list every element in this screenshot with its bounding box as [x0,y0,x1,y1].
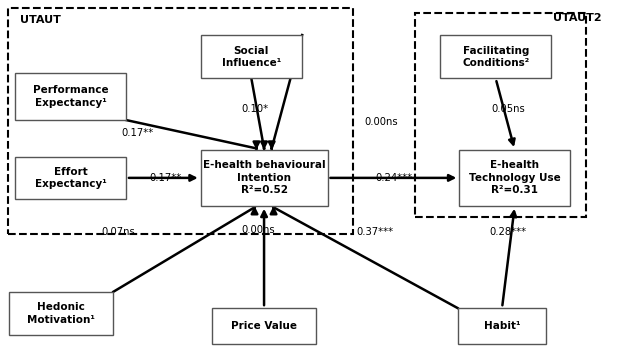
Text: E-health
Technology Use
R²=0.31: E-health Technology Use R²=0.31 [469,160,560,195]
FancyBboxPatch shape [15,157,126,199]
Text: 0.28***: 0.28*** [490,227,527,237]
FancyBboxPatch shape [15,73,126,120]
Text: UTAUT2: UTAUT2 [553,13,602,23]
Text: 0.17**: 0.17** [121,128,153,138]
Text: 0.10*: 0.10* [241,104,268,114]
Text: 0.00ns: 0.00ns [364,117,398,127]
Text: Hedonic
Motivation¹: Hedonic Motivation¹ [27,302,95,325]
Text: 0.00ns: 0.00ns [241,225,275,235]
Text: Facilitating
Conditions²: Facilitating Conditions² [462,45,529,68]
Text: Performance
Expectancy¹: Performance Expectancy¹ [32,85,108,108]
Text: E-health behavioural
Intention
R²=0.52: E-health behavioural Intention R²=0.52 [203,160,326,195]
Text: 0.24***: 0.24*** [376,173,413,183]
FancyBboxPatch shape [200,35,302,78]
Text: 0.05ns: 0.05ns [492,104,525,114]
FancyBboxPatch shape [440,35,551,78]
Text: Habit¹: Habit¹ [484,321,520,331]
Text: 0.07ns: 0.07ns [101,227,135,237]
Text: UTAUT: UTAUT [20,15,60,25]
FancyBboxPatch shape [212,308,317,344]
FancyBboxPatch shape [9,292,113,335]
FancyBboxPatch shape [458,308,546,344]
Text: Social
Influence¹: Social Influence¹ [222,45,281,68]
FancyBboxPatch shape [200,150,328,206]
Text: 0.17**: 0.17** [149,173,182,183]
Text: 0.37***: 0.37*** [357,227,394,237]
FancyBboxPatch shape [459,150,570,206]
Text: Effort
Expectancy¹: Effort Expectancy¹ [34,167,106,189]
Text: Price Value: Price Value [231,321,297,331]
